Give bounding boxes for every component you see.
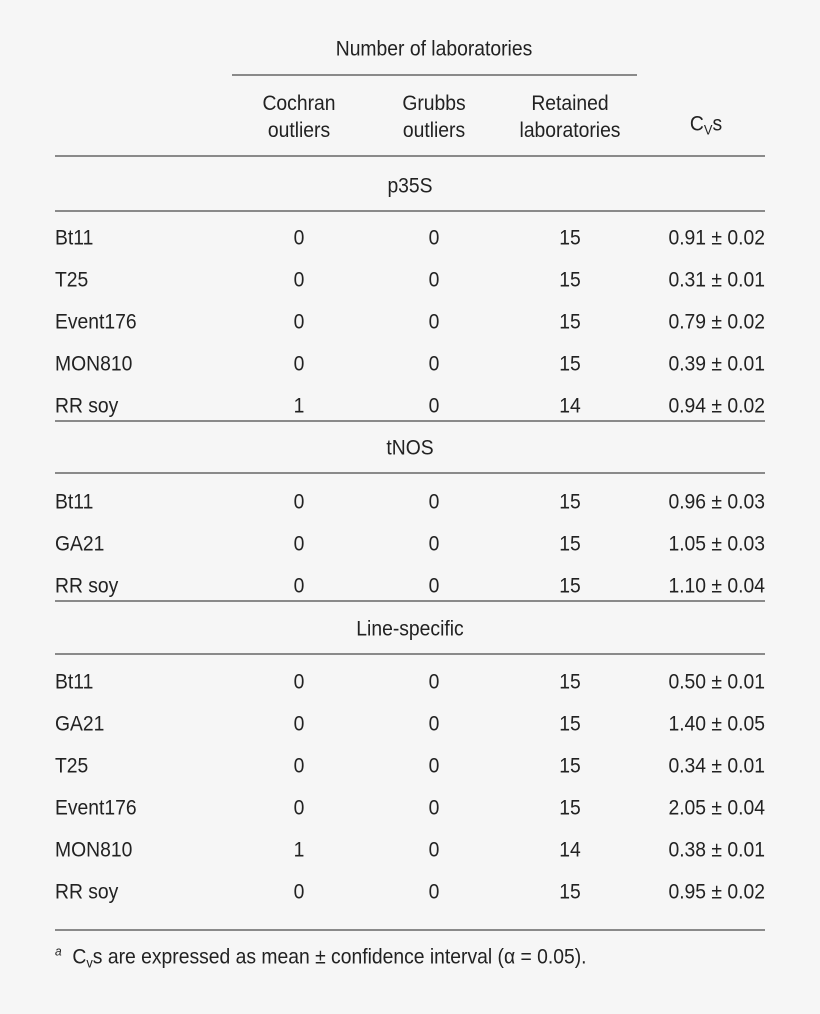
cell-cochran: 0 <box>293 574 305 598</box>
cell-retained: 15 <box>559 796 581 820</box>
section-divider <box>55 210 765 212</box>
cell-retained: 14 <box>559 838 581 862</box>
cell-cochran: 0 <box>293 796 305 820</box>
row-name: Event176 <box>55 310 137 334</box>
section-title: tNOS <box>386 436 434 460</box>
row-name: RR soy <box>55 574 119 598</box>
group-header: Number of laboratories <box>335 37 533 61</box>
cell-grubbs: 0 <box>428 226 440 250</box>
section-title: p35S <box>387 174 433 198</box>
cell-cochran: 0 <box>293 754 305 778</box>
cell-retained: 15 <box>559 880 581 904</box>
cell-cochran: 0 <box>293 310 305 334</box>
section-divider <box>55 472 765 474</box>
cell-grubbs: 0 <box>428 670 440 694</box>
row-name: Event176 <box>55 796 137 820</box>
cell-retained: 15 <box>559 352 581 376</box>
row-name: RR soy <box>55 880 119 904</box>
row-name: Bt11 <box>55 490 94 514</box>
cell-cvs: 0.91 ± 0.02 <box>668 226 765 250</box>
cell-retained: 15 <box>559 490 581 514</box>
cell-cvs: 0.79 ± 0.02 <box>668 310 765 334</box>
cell-retained: 15 <box>559 532 581 556</box>
cell-retained: 15 <box>559 754 581 778</box>
row-name: Bt11 <box>55 670 94 694</box>
cell-retained: 15 <box>559 670 581 694</box>
col-header-cvs: CVs <box>689 112 723 138</box>
cell-cvs: 0.38 ± 0.01 <box>668 838 765 862</box>
cell-cvs: 0.96 ± 0.03 <box>668 490 765 514</box>
cell-cvs: 0.39 ± 0.01 <box>668 352 765 376</box>
cell-cochran: 0 <box>293 880 305 904</box>
cell-grubbs: 0 <box>428 754 440 778</box>
cell-cvs: 0.50 ± 0.01 <box>668 670 765 694</box>
cell-grubbs: 0 <box>428 574 440 598</box>
cell-cvs: 0.94 ± 0.02 <box>668 394 765 418</box>
row-name: RR soy <box>55 394 119 418</box>
footnote: a Cvs are expressed as mean ± confidence… <box>55 943 587 971</box>
cell-retained: 15 <box>559 226 581 250</box>
cell-grubbs: 0 <box>428 394 440 418</box>
section-divider <box>55 653 765 655</box>
cell-cvs: 0.34 ± 0.01 <box>668 754 765 778</box>
cell-grubbs: 0 <box>428 880 440 904</box>
row-name: MON810 <box>55 352 133 376</box>
cell-retained: 15 <box>559 712 581 736</box>
cell-cvs: 1.40 ± 0.05 <box>668 712 765 736</box>
cell-cochran: 0 <box>293 352 305 376</box>
row-name: MON810 <box>55 838 133 862</box>
group-divider <box>232 74 637 76</box>
cell-cochran: 0 <box>293 490 305 514</box>
cell-retained: 14 <box>559 394 581 418</box>
row-name: T25 <box>55 268 89 292</box>
cell-cochran: 0 <box>293 712 305 736</box>
cell-grubbs: 0 <box>428 712 440 736</box>
cell-retained: 15 <box>559 268 581 292</box>
cell-grubbs: 0 <box>428 490 440 514</box>
cell-grubbs: 0 <box>428 838 440 862</box>
cell-grubbs: 0 <box>428 268 440 292</box>
col-header-retained: Retained laboratories <box>519 92 621 142</box>
cell-retained: 15 <box>559 310 581 334</box>
cell-grubbs: 0 <box>428 532 440 556</box>
col-header-grubbs: Grubbs outliers <box>402 92 466 142</box>
col-header-cochran: Cochran outliers <box>262 92 336 142</box>
header-divider <box>55 155 765 157</box>
cell-cvs: 0.31 ± 0.01 <box>668 268 765 292</box>
cell-cochran: 1 <box>293 394 305 418</box>
cell-cvs: 1.05 ± 0.03 <box>668 532 765 556</box>
section-end-divider <box>55 420 765 422</box>
cell-cochran: 0 <box>293 268 305 292</box>
cell-cvs: 2.05 ± 0.04 <box>668 796 765 820</box>
cell-cochran: 0 <box>293 532 305 556</box>
section-end-divider <box>55 600 765 602</box>
cell-cvs: 0.95 ± 0.02 <box>668 880 765 904</box>
cell-cochran: 0 <box>293 226 305 250</box>
bottom-rule <box>55 929 765 931</box>
row-name: GA21 <box>55 532 105 556</box>
row-name: GA21 <box>55 712 105 736</box>
section-title: Line-specific <box>356 617 464 641</box>
cell-cvs: 1.10 ± 0.04 <box>668 574 765 598</box>
cell-cochran: 1 <box>293 838 305 862</box>
cell-cochran: 0 <box>293 670 305 694</box>
row-name: T25 <box>55 754 89 778</box>
cell-grubbs: 0 <box>428 352 440 376</box>
row-name: Bt11 <box>55 226 94 250</box>
cell-grubbs: 0 <box>428 796 440 820</box>
cell-retained: 15 <box>559 574 581 598</box>
cell-grubbs: 0 <box>428 310 440 334</box>
